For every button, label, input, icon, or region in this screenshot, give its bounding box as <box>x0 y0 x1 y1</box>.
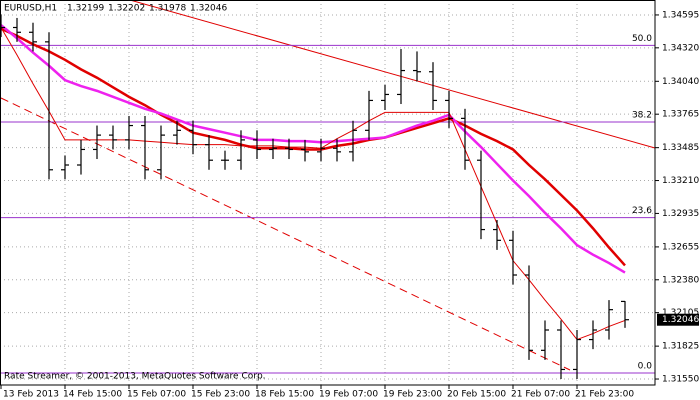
annotation: Rate Streamer, © 2001-2013, MetaQuotes S… <box>4 372 266 382</box>
y-tick-label: 1.32655 <box>662 242 699 252</box>
price-box <box>657 313 699 326</box>
fib-label: 0.0 <box>638 362 653 372</box>
trend-line <box>0 97 571 371</box>
y-tick-label: 1.34320 <box>662 43 699 53</box>
header-low: 1.31978 <box>149 4 186 14</box>
x-tick-label: 14 Feb 15:00 <box>63 390 122 400</box>
header-open: 1.32199 <box>67 4 104 14</box>
fib-label: 23.6 <box>632 206 652 216</box>
fib-label: 38.2 <box>632 110 652 120</box>
moving-average <box>0 24 626 274</box>
x-tick-label: 21 Feb 23:00 <box>575 390 634 400</box>
x-tick-label: 18 Feb 15:00 <box>255 390 314 400</box>
plot-border <box>0 0 656 386</box>
y-tick-label: 1.32380 <box>662 275 699 285</box>
x-tick-label: 15 Feb 23:00 <box>191 390 250 400</box>
chart-title: EURUSD,H1 <box>4 4 57 14</box>
plot: 50.0 38.2 23.6 0.0 <box>0 14 655 380</box>
x-tick-label: 21 Feb 07:00 <box>511 390 570 400</box>
header-high: 1.32202 <box>108 4 145 14</box>
y-tick-label: 1.31825 <box>662 342 699 352</box>
y-tick-label: 1.34040 <box>662 77 699 87</box>
grid <box>0 0 655 385</box>
x-tick-label: 13 Feb 2013 <box>3 390 59 400</box>
x-tick-label: 19 Feb 23:00 <box>383 390 442 400</box>
x-tick-label: 20 Feb 15:00 <box>447 390 506 400</box>
header-close: 1.32046 <box>190 4 227 14</box>
fib-label: 50.0 <box>632 34 652 44</box>
y-tick-label: 1.32935 <box>662 209 699 219</box>
y-tick-label: 1.33765 <box>662 110 699 120</box>
x-tick-label: 15 Feb 07:00 <box>127 390 186 400</box>
y-tick-label: 1.31550 <box>662 375 699 385</box>
trend-line <box>129 0 656 149</box>
y-tick-label: 1.32105 <box>662 308 699 318</box>
x-tick-label: 19 Feb 07:00 <box>319 390 378 400</box>
moving-average <box>0 27 626 341</box>
y-tick-label: 1.33485 <box>662 143 699 153</box>
price-label: 1.32046 <box>662 315 699 325</box>
y-tick-label: 1.33210 <box>662 176 699 186</box>
moving-average <box>0 27 626 267</box>
y-tick-label: 1.34595 <box>662 10 699 20</box>
